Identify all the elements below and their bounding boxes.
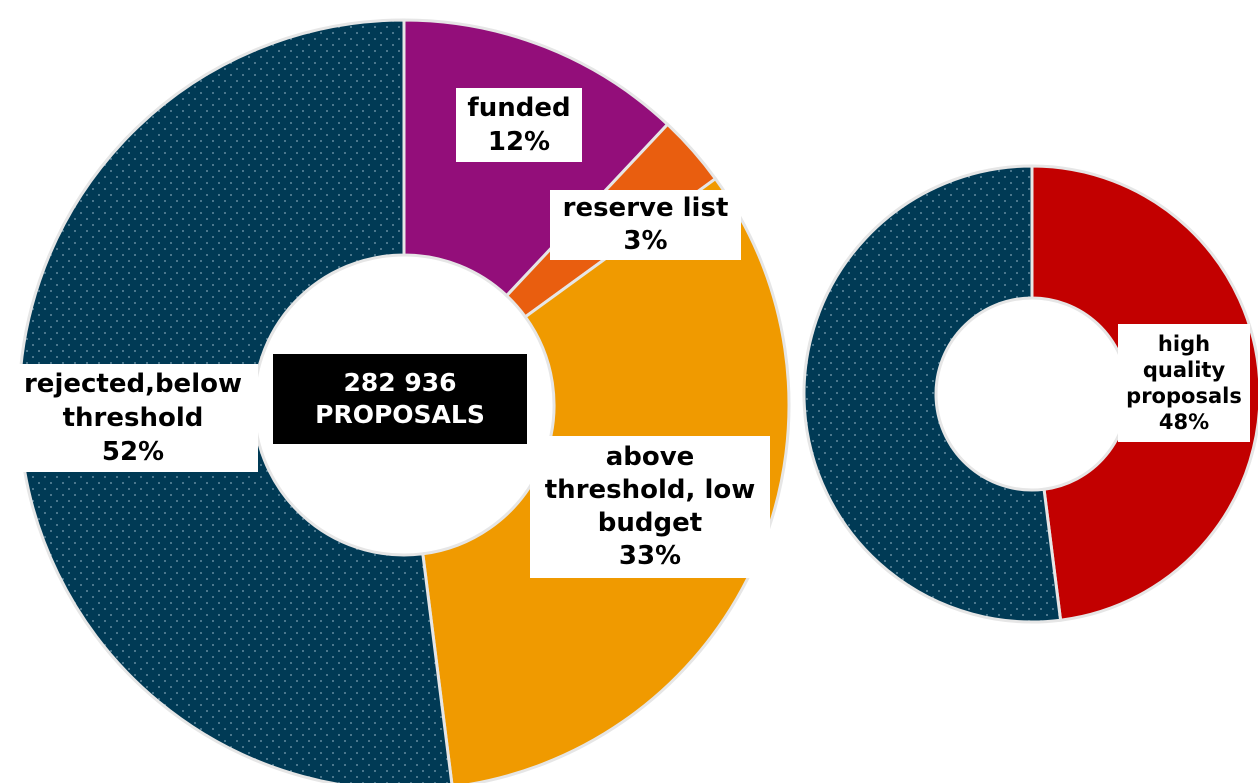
slice-label-rejected: rejected,below threshold 52%: [8, 364, 258, 472]
slice-label-value: 3%: [623, 226, 668, 256]
slice-label-high-quality: high quality proposals 48%: [1118, 324, 1250, 442]
slice-label-text: above: [605, 442, 695, 472]
slice-label-value: 48%: [1158, 410, 1210, 434]
slice-other-1: [802, 164, 1063, 624]
slice-label-text: budget: [597, 508, 703, 538]
total-count: 282 936: [343, 368, 457, 397]
slice-label-text: proposals: [1126, 384, 1242, 408]
slice-label-text: high: [1157, 332, 1211, 356]
slice-label-text: quality: [1142, 358, 1226, 382]
slice-label-value: 12%: [487, 127, 551, 157]
slice-label-text: threshold: [62, 403, 204, 433]
total-unit: PROPOSALS: [315, 400, 485, 429]
total-proposals-label: 282 936 PROPOSALS: [273, 354, 527, 444]
slice-label-value: 52%: [101, 437, 165, 467]
slice-label-text: funded: [467, 93, 571, 123]
secondary-donut: [802, 164, 1258, 624]
slice-label-text: reserve list: [562, 193, 729, 223]
slice-label-text: threshold, low: [544, 475, 756, 505]
slice-label-value: 33%: [618, 541, 682, 571]
slice-label-above-threshold: above threshold, low budget 33%: [530, 436, 770, 578]
slice-label-text: rejected,below: [23, 369, 242, 399]
slice-label-funded: funded 12%: [456, 88, 582, 162]
slice-label-reserve-list: reserve list 3%: [550, 190, 741, 260]
